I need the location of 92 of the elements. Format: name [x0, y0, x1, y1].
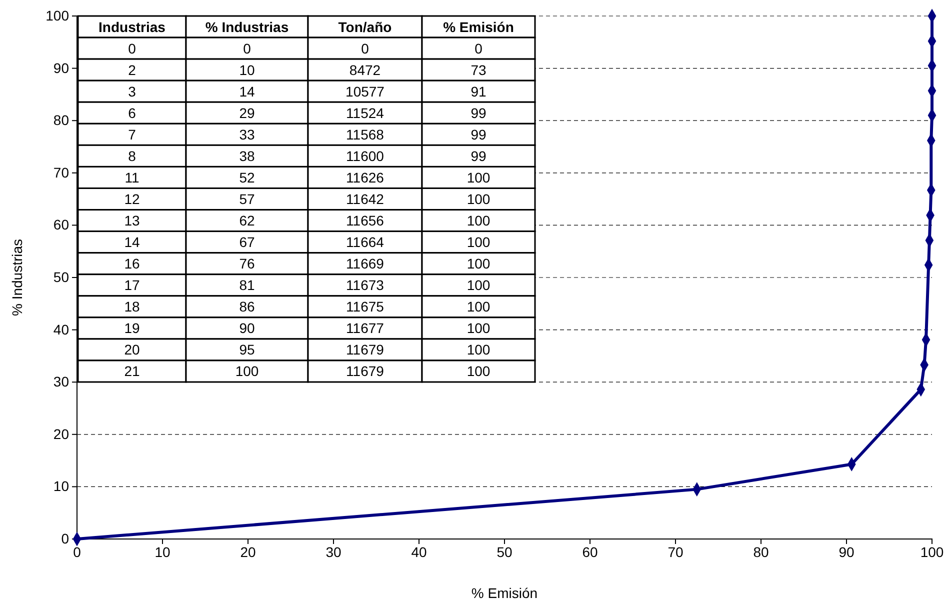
data-label: 99 [470, 126, 486, 142]
y-tick-label: 2 [128, 62, 136, 78]
y-tick-label: 13 [124, 212, 140, 229]
data-label: 38 [239, 148, 255, 164]
data-label: 67 [239, 234, 255, 250]
y-tick-label: 20 [124, 342, 140, 358]
y-tick-label: 50 [53, 268, 70, 285]
y-tick-label: 7 [128, 126, 136, 142]
x-tick-label: 100 [920, 544, 944, 560]
data-label: 11679 [346, 342, 384, 358]
data-label: 11679 [346, 363, 384, 380]
x-tick-label: 10 [154, 544, 170, 560]
data-label: 11656 [346, 212, 384, 229]
data-label: 99 [470, 148, 486, 164]
y-tick-label: 3 [128, 83, 136, 100]
data-label: 11673 [346, 277, 384, 294]
x-tick-label: 20 [240, 544, 256, 560]
y-tick-label: 30 [53, 374, 70, 390]
data-label: 0 [243, 40, 252, 56]
y-tick-label: 14 [124, 234, 140, 250]
data-label: 100 [466, 191, 490, 207]
data-label: 100 [466, 234, 490, 250]
y-tick-label: 100 [46, 7, 70, 24]
y-tick-label: 70 [53, 164, 70, 180]
data-label: 100 [466, 169, 490, 186]
x-tick-label: % Emisión [443, 18, 514, 35]
x-tick-label: 50 [496, 544, 512, 560]
y-axis-title: Industrias [98, 18, 166, 35]
y-tick-label: 60 [53, 216, 70, 233]
data-label: 33 [239, 126, 255, 142]
data-label: 11642 [346, 191, 384, 207]
data-label: 100 [466, 212, 490, 229]
data-label: 100 [466, 277, 490, 294]
data-label: 90 [239, 320, 255, 336]
data-label: 91 [470, 83, 486, 100]
data-label: 100 [466, 342, 490, 358]
y-tick-label: 6 [128, 104, 136, 121]
y-tick-label: 11 [124, 169, 140, 186]
data-label: 76 [239, 256, 255, 272]
y-tick-label: 18 [124, 298, 140, 315]
data-label: 100 [466, 320, 490, 336]
y-tick-label: 16 [124, 256, 140, 272]
data-label: 86 [239, 298, 255, 315]
y-tick-label: 80 [53, 112, 70, 128]
x-tick-label: 80 [753, 544, 769, 560]
data-label: 0 [474, 40, 483, 56]
x-tick-label: % Industrias [205, 18, 289, 35]
data-label: 100 [466, 298, 490, 315]
data-label: 10 [239, 62, 255, 78]
data-label: 11677 [346, 320, 384, 336]
data-label: 62 [239, 212, 255, 229]
data-label: 11600 [346, 148, 384, 164]
x-tick-label: 40 [411, 544, 427, 560]
y-tick-label: 17 [124, 277, 140, 294]
data-label: 11568 [346, 126, 384, 142]
data-label: 11675 [346, 298, 384, 315]
x-tick-label: 90 [838, 544, 854, 560]
data-label: 14 [239, 83, 255, 100]
data-label: 99 [470, 104, 486, 121]
x-tick-label: 30 [326, 544, 342, 560]
y-tick-label: 19 [124, 320, 140, 336]
y-axis-title: % Industrias [9, 238, 25, 316]
x-tick-label: 70 [668, 544, 684, 560]
y-tick-label: 40 [53, 321, 70, 338]
data-label: 100 [466, 363, 490, 380]
data-label: 11669 [346, 256, 384, 272]
data-label: 73 [470, 62, 486, 78]
y-tick-label: 90 [53, 60, 70, 76]
data-label: 100 [235, 363, 259, 380]
x-tick-label: 0 [73, 544, 82, 560]
data-label: 10577 [346, 83, 385, 100]
y-tick-label: 0 [128, 40, 136, 56]
data-label: 11626 [346, 169, 384, 186]
data-label: 100 [466, 256, 490, 272]
data-label: 29 [239, 104, 255, 121]
data-label: 57 [239, 191, 255, 207]
y-tick-label: 20 [53, 426, 70, 442]
x-axis-title: % Emisión [471, 585, 538, 601]
data-label: 11524 [346, 104, 384, 121]
x-tick-label: Ton/año [338, 18, 392, 35]
data-label: 8472 [349, 62, 381, 78]
y-tick-label: 21 [124, 363, 140, 380]
data-label: 52 [239, 169, 255, 186]
y-tick-label: 10 [53, 478, 70, 494]
y-tick-label: 8 [128, 148, 136, 164]
y-tick-label: 0 [61, 530, 70, 546]
y-tick-label: 12 [124, 191, 140, 207]
data-label: 11664 [346, 234, 384, 250]
x-tick-label: 60 [582, 544, 598, 560]
data-label: 0 [361, 40, 370, 56]
data-label: 81 [239, 277, 255, 294]
data-label: 95 [239, 342, 255, 358]
